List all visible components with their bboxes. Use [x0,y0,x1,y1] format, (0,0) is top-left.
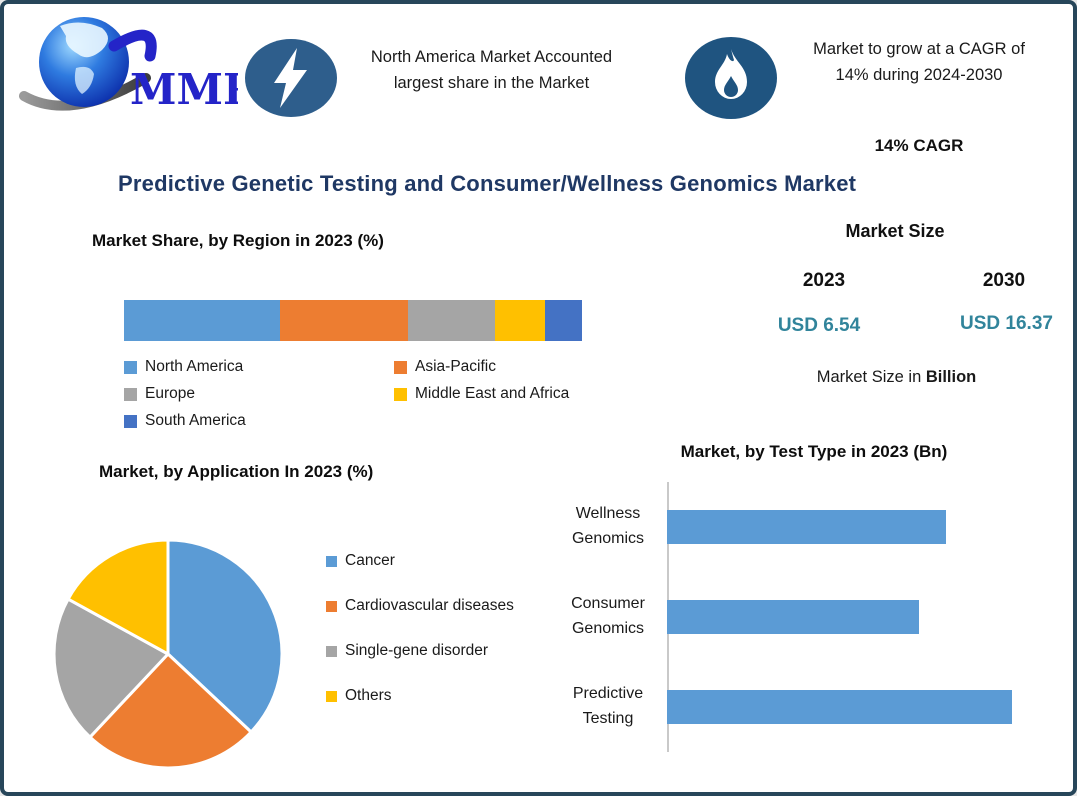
region-legend-item: South America [124,412,394,430]
region-segment-europe [407,300,495,341]
region-legend-item: Middle East and Africa [394,385,594,403]
legend-label: Asia-Pacific [415,358,496,375]
region-legend-item: Asia-Pacific [394,358,594,376]
legend-marker-icon [326,690,337,702]
testtype-row: Consumer Genomics [549,572,1069,662]
cagr-label: 14% CAGR [874,136,964,155]
logo-text: MMR [130,65,238,114]
flame-icon-inner [724,76,738,97]
application-legend: Cancer Cardiovascular diseases Single-gene… [326,552,514,705]
region-segment-asia-pacific [279,300,408,341]
flame-badge [685,37,777,119]
market-size-note-bold: Billion [925,368,977,386]
lightning-badge [245,39,337,117]
region-segment-south-america [545,300,582,341]
legend-marker-icon [326,600,337,612]
header-note-north-america: North America Market Accounted largest s… [370,48,613,93]
legend-label: Cardiovascular diseases [345,597,514,614]
testtype-row: Predictive Testing [549,662,1069,752]
legend-marker-icon [326,555,337,567]
market-size-heading: Market Size [845,221,945,241]
region-segment-north-america [124,300,280,341]
testtype-row: Wellness Genomics [549,482,1069,572]
application-legend-item: Single-gene disorder [326,642,514,660]
testtype-bar-wellness-genomics [667,510,946,544]
testtype-bar-predictive-testing [667,690,1012,724]
region-legend-item: Europe [124,385,394,403]
legend-marker-icon [124,387,137,401]
legend-marker-icon [394,360,407,374]
application-legend-item: Cardiovascular diseases [326,597,514,615]
mmr-logo: MMR [19,17,238,114]
legend-label: North America [145,358,244,375]
flame-icon [715,49,747,99]
legend-label: Middle East and Africa [415,385,570,402]
globe-continent [74,66,94,94]
page-title: Predictive Genetic Testing and Consumer/… [118,171,857,196]
region-legend-item: North America [124,358,394,376]
region-chart-title: Market Share, by Region in 2023 (%) [92,231,384,250]
application-legend-item: Others [326,687,514,705]
pie-slice-cardiovascular-diseases [88,652,253,770]
testtype-label: Wellness Genomics [571,505,645,547]
application-legend-item: Cancer [326,552,514,570]
region-segment-middle-east-and-africa [494,300,546,341]
legend-marker-icon [124,360,137,374]
market-size-year-start: 2023 [802,270,846,291]
legend-label: Europe [145,385,195,402]
lightning-icon [274,48,307,108]
market-size-value-start: USD 6.54 [777,315,861,336]
region-legend: North America Asia-Pacific Europe Middle Ea… [124,358,594,430]
testtype-label: Predictive Testing [572,685,644,727]
testtype-label: Consumer Genomics [571,595,645,637]
market-size-value-end: USD 16.37 [960,313,1053,334]
testtype-bar-consumer-genomics [667,600,920,634]
market-size-year-end: 2030 [982,270,1026,291]
application-pie-chart [52,538,284,770]
application-chart-title: Market, by Application In 2023 (%) [99,462,374,481]
legend-marker-icon [326,645,337,657]
legend-label: Others [345,687,392,704]
testtype-chart-title: Market, by Test Type in 2023 (Bn) [680,442,948,461]
legend-label: Cancer [345,552,395,569]
legend-label: Single-gene disorder [345,642,489,659]
market-size-note: Market Size in Billion [759,368,1034,387]
legend-label: South America [145,412,246,429]
pie-slice-cancer [166,538,284,734]
testtype-bar-chart: Wellness Genomics Consumer Genomics Predic… [549,482,1069,752]
market-size-note-prefix: Market Size in [816,368,926,386]
header-note-cagr: Market to grow at a CAGR of 14% during 2… [813,40,1025,85]
legend-marker-icon [124,414,137,428]
region-stacked-bar [124,300,582,341]
pie-slice-others [66,538,170,656]
logo-blue-swoosh [108,29,157,62]
legend-marker-icon [394,387,407,401]
globe-continent [60,22,108,58]
pie-slice-single-gene-disorder [52,597,170,739]
